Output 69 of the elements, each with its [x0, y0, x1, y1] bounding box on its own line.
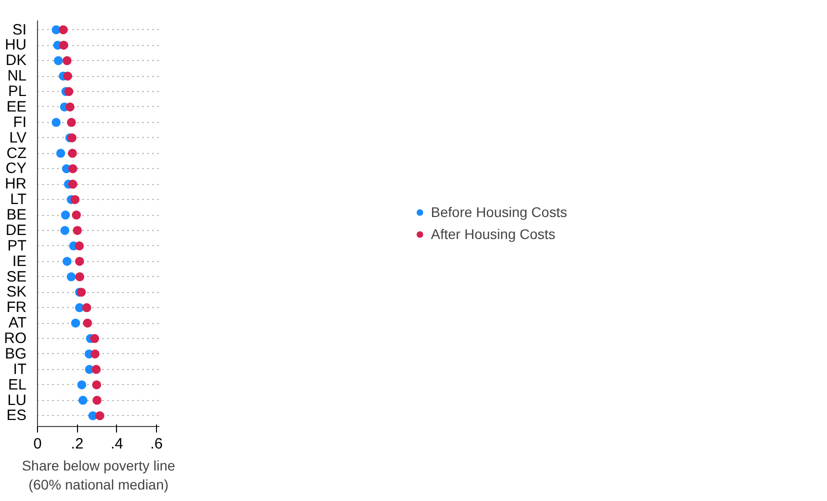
legend-label: Before Housing Costs [430, 204, 568, 220]
y-tick-label: LU [7, 392, 27, 409]
point [77, 380, 86, 390]
x-tick-label: 0 [33, 436, 42, 452]
point [68, 164, 78, 174]
y-tick-label: HR [4, 176, 27, 193]
point [75, 272, 84, 282]
point [72, 210, 81, 220]
y-tick-label: IT [13, 360, 27, 378]
legend-label: After Housing Costs [430, 226, 556, 242]
point [68, 180, 78, 189]
y-tick-label: NL [7, 68, 27, 85]
point [66, 102, 75, 112]
point [92, 396, 102, 405]
point [78, 396, 88, 405]
point [52, 118, 61, 127]
y-tick-label: FI [13, 114, 27, 131]
x-tick-label: .4 [110, 436, 124, 452]
point [56, 148, 66, 158]
x-tick-label: .6 [150, 436, 163, 452]
y-tick-label: PL [8, 83, 27, 100]
point [58, 25, 68, 34]
point [63, 72, 72, 81]
point [82, 318, 92, 328]
point [60, 210, 70, 220]
y-tick-label: LT [10, 191, 27, 208]
y-tick-label: DK [6, 52, 27, 70]
point [70, 195, 80, 204]
y-tick-label: DE [6, 222, 27, 239]
y-tick-label: IE [12, 252, 27, 270]
point [72, 226, 82, 235]
y-tick-label: PT [7, 237, 27, 254]
point [66, 118, 76, 127]
x-tick-label: .2 [70, 436, 84, 452]
point [71, 318, 80, 328]
point [90, 349, 100, 358]
point [74, 241, 84, 250]
y-tick-label: BE [6, 206, 27, 224]
y-tick-label: FR [6, 299, 27, 316]
point [68, 148, 77, 158]
y-tick-label: RO [4, 330, 26, 348]
y-tick-label: SK [6, 284, 27, 301]
y-tick-label: HU [4, 36, 27, 54]
point [95, 411, 104, 420]
point [66, 272, 76, 282]
point [82, 303, 92, 312]
point [60, 226, 70, 235]
x-axis-title: Share below poverty line (60% national median) [22, 458, 176, 493]
y-tick-label: CZ [6, 144, 27, 162]
point [59, 40, 68, 50]
y-tick-label: EL [8, 376, 27, 394]
point [64, 87, 74, 96]
point [90, 334, 100, 343]
y-tick-label: ES [6, 407, 27, 424]
y-tick-label: CY [6, 160, 27, 178]
point [54, 56, 63, 66]
y-tick-label: BG [4, 345, 27, 362]
point [62, 56, 72, 66]
y-tick-label: EE [6, 98, 27, 116]
point [75, 303, 84, 312]
y-tick-label: SI [12, 21, 27, 38]
point [62, 256, 72, 266]
y-tick-label: SE [6, 268, 27, 286]
y-tick-label: LV [9, 129, 26, 146]
point [92, 364, 101, 374]
point [68, 133, 77, 142]
point [75, 256, 84, 266]
y-tick-label: AT [8, 314, 27, 332]
point [92, 380, 102, 390]
